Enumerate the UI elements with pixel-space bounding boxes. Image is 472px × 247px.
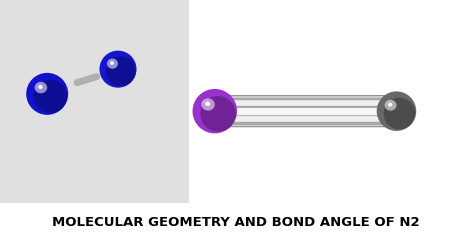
Ellipse shape <box>193 89 237 133</box>
Ellipse shape <box>110 61 114 65</box>
Ellipse shape <box>200 96 236 132</box>
Ellipse shape <box>385 99 410 125</box>
Ellipse shape <box>34 82 47 93</box>
Ellipse shape <box>385 100 396 111</box>
Ellipse shape <box>34 81 62 109</box>
Ellipse shape <box>107 59 118 69</box>
Ellipse shape <box>38 85 43 89</box>
Ellipse shape <box>107 58 131 82</box>
Ellipse shape <box>384 98 415 129</box>
Bar <box>0 0 189 203</box>
Ellipse shape <box>106 57 135 86</box>
Ellipse shape <box>100 51 136 88</box>
Ellipse shape <box>202 98 215 111</box>
Ellipse shape <box>205 102 210 106</box>
Ellipse shape <box>388 103 392 107</box>
Ellipse shape <box>202 98 230 127</box>
Ellipse shape <box>377 91 416 131</box>
Text: MOLECULAR GEOMETRY AND BOND ANGLE OF N2: MOLECULAR GEOMETRY AND BOND ANGLE OF N2 <box>52 216 420 229</box>
Ellipse shape <box>34 80 67 113</box>
Ellipse shape <box>26 73 68 115</box>
FancyBboxPatch shape <box>213 96 400 127</box>
